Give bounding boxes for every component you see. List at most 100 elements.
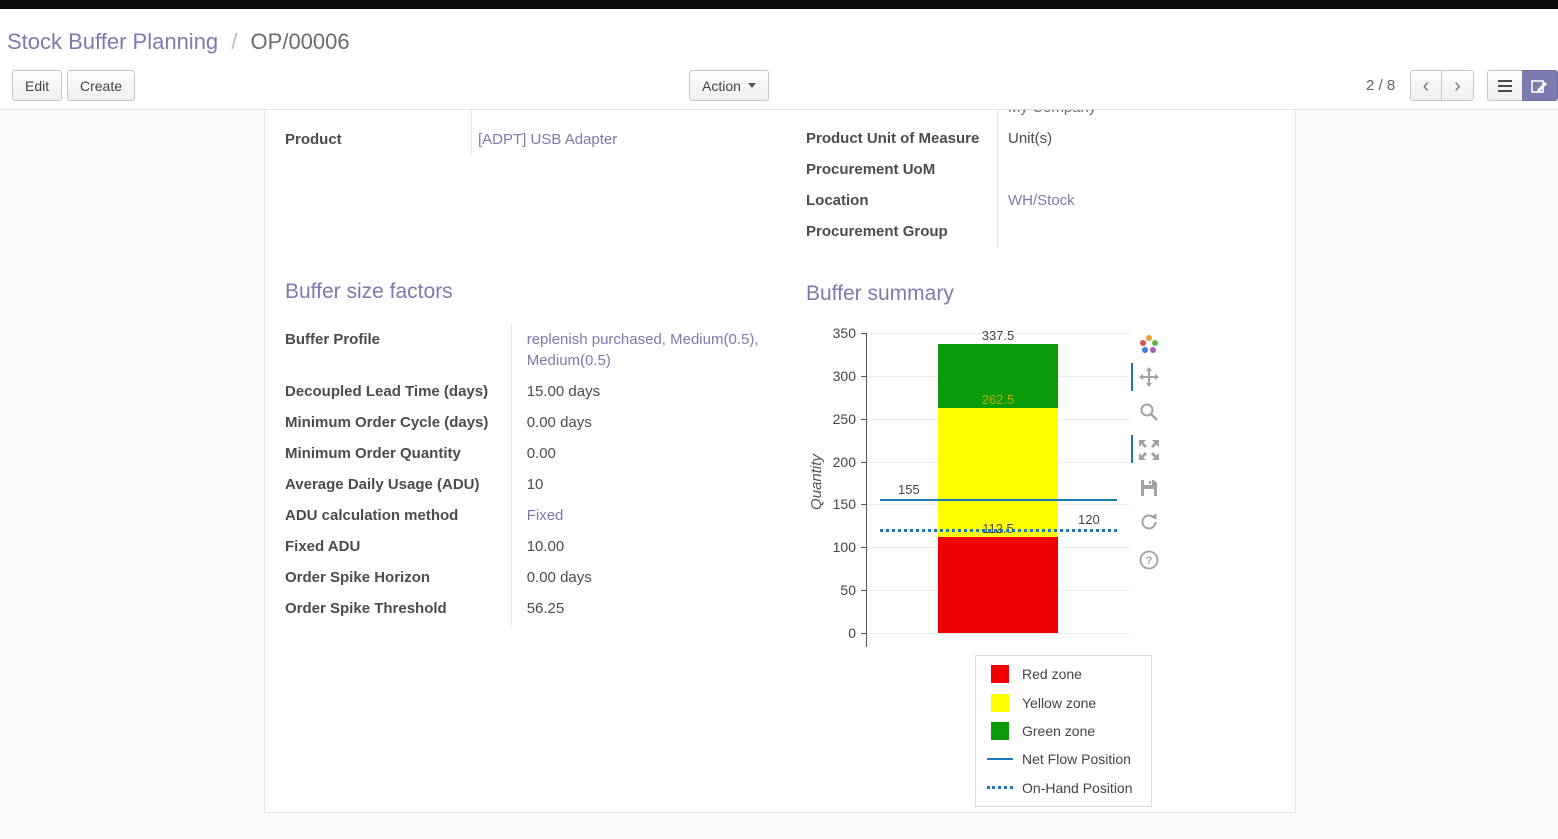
y-tick-mark — [861, 375, 866, 377]
svg-text:?: ? — [1146, 555, 1153, 567]
legend-item-red-zone[interactable]: Red zone — [986, 665, 1151, 684]
buffer-size-factors-title: Buffer size factors — [285, 280, 453, 303]
field-value-minimum-order-cycle-days: 0.00 — [526, 414, 556, 431]
on-hand-position-swatch — [987, 786, 1013, 790]
form-view-background: My Company Product [ADPT] USB Adapter Pro… — [0, 110, 1558, 839]
net-flow-position-swatch — [987, 758, 1013, 761]
legend-label: Red zone — [1022, 666, 1082, 683]
form-view-button[interactable] — [1522, 70, 1558, 101]
field-value-cell — [997, 154, 1276, 185]
green-zone-swatch-icon — [986, 721, 1014, 740]
field-value-product[interactable]: [ADPT] USB Adapter — [478, 131, 618, 148]
net-flow-position-swatch-icon — [986, 750, 1014, 768]
field-row: Product Unit of Measure Unit(s) — [806, 123, 1276, 154]
field-value-average-daily-usage-adu: 10 — [526, 476, 544, 493]
field-row: Procurement Group — [806, 216, 1276, 247]
legend-item-yellow-zone[interactable]: Yellow zone — [986, 693, 1151, 712]
list-view-button[interactable] — [1487, 70, 1523, 101]
help-icon[interactable]: ? — [1136, 547, 1162, 573]
modebar-active-indicator — [1131, 363, 1133, 391]
field-row: Minimum Order Quantity 0.00 — [285, 438, 781, 469]
plotly-logo-icon[interactable] — [1136, 331, 1162, 357]
pager-previous-button[interactable]: ‹ — [1410, 70, 1442, 101]
create-button[interactable]: Create — [67, 70, 136, 101]
field-value-cell — [997, 216, 1276, 247]
buffer-summary-title: Buffer summary — [806, 282, 954, 305]
y-axis-line — [866, 333, 867, 647]
field-label-adu-calculation-method: ADU calculation method — [285, 507, 459, 524]
field-row: Order Spike Horizon 0.00 days — [285, 562, 781, 593]
legend-label: Yellow zone — [1022, 694, 1097, 711]
chevron-left-icon: ‹ — [1422, 74, 1430, 97]
field-row: Fixed ADU 10.00 — [285, 531, 781, 562]
edit-button[interactable]: Edit — [12, 70, 63, 101]
legend-label: Green zone — [1022, 722, 1096, 739]
y-tick-label: 300 — [832, 367, 856, 384]
field-label-minimum-order-quantity: Minimum Order Quantity — [285, 445, 461, 462]
field-suffix: days — [555, 569, 592, 586]
y-gridline — [867, 633, 1130, 634]
breadcrumb-separator: / — [231, 29, 238, 54]
field-value-cell: replenish purchased, Medium(0.5), Medium… — [515, 324, 781, 376]
action-dropdown-button[interactable]: Action — [689, 70, 769, 101]
top-menu-bar — [0, 0, 1558, 9]
field-value-order-spike-horizon: 0.00 — [526, 569, 556, 586]
field-value-cell: Unit(s) — [997, 123, 1276, 154]
field-value-decoupled-lead-time-days: 15.00 — [526, 383, 565, 400]
field-label-product-unit-of-measure: Product Unit of Measure — [806, 130, 980, 147]
field-row: Product [ADPT] USB Adapter — [285, 124, 775, 155]
pan-icon[interactable] — [1136, 365, 1162, 391]
company-field-value-clipped: My Company — [1008, 110, 1096, 116]
field-label-buffer-profile: Buffer Profile — [285, 331, 381, 348]
field-row: Buffer Profile replenish purchased, Mediu… — [285, 324, 781, 376]
y-tick-label: 150 — [832, 496, 856, 513]
chevron-right-icon: › — [1454, 74, 1461, 97]
y-tick-mark — [861, 333, 866, 334]
field-row: Decoupled Lead Time (days) 15.00 days — [285, 376, 781, 407]
y-tick-label: 0 — [848, 625, 856, 641]
red-zone-swatch — [991, 665, 1009, 684]
field-value-cell: 10.00 — [515, 531, 781, 562]
field-value-adu-calculation-method[interactable]: Fixed — [526, 507, 564, 524]
save-snapshot-icon[interactable] — [1136, 475, 1162, 501]
field-value-cell: 0.00 days — [515, 562, 781, 593]
green-zone-value-label: 337.5 — [981, 327, 1015, 343]
field-label-order-spike-threshold: Order Spike Threshold — [285, 600, 447, 617]
legend-item-green-zone[interactable]: Green zone — [986, 721, 1151, 740]
field-value-cell: 0.00 days — [515, 407, 781, 438]
field-row: Location WH/Stock — [806, 185, 1276, 216]
pager-next-button[interactable]: › — [1442, 70, 1474, 101]
form-view-icon — [1530, 79, 1547, 93]
field-value-cell: 56.25 — [515, 593, 781, 624]
field-value-location[interactable]: WH/Stock — [1008, 192, 1075, 209]
field-value-cell: 15.00 days — [515, 376, 781, 407]
reset-axes-icon[interactable] — [1136, 509, 1162, 535]
y-tick-mark — [861, 547, 866, 549]
field-label-product: Product — [285, 131, 342, 148]
field-row: Order Spike Threshold 56.25 — [285, 593, 781, 624]
breadcrumb-parent-link[interactable]: Stock Buffer Planning — [7, 29, 219, 54]
red-zone-swatch-icon — [986, 665, 1014, 684]
uom-location-field-group: Product Unit of Measure Unit(s) Procuremen… — [806, 123, 1276, 247]
breadcrumb: Stock Buffer Planning / OP/00006 — [0, 9, 1558, 62]
pager-counter: 2 / 8 — [1366, 77, 1396, 94]
y-tick-label: 50 — [840, 582, 856, 599]
field-value-cell: 10 — [515, 469, 781, 500]
y-tick-label: 100 — [832, 539, 856, 556]
zoom-icon[interactable] — [1136, 399, 1162, 425]
field-value-cell: WH/Stock — [997, 185, 1276, 216]
list-view-icon — [1498, 79, 1512, 92]
autoscale-icon[interactable] — [1136, 437, 1162, 463]
field-value-order-spike-threshold: 56.25 — [526, 600, 565, 617]
yellow-zone-bar — [938, 408, 1058, 537]
legend-item-on-hand-position[interactable]: On-Hand Position — [986, 779, 1151, 797]
y-tick-label: 350 — [832, 325, 856, 341]
field-suffix: days — [564, 383, 601, 400]
legend-label: Net Flow Position — [1022, 751, 1131, 768]
legend-item-net-flow-position[interactable]: Net Flow Position — [986, 750, 1151, 768]
field-label-minimum-order-cycle-days: Minimum Order Cycle (days) — [285, 414, 489, 431]
group-divider — [997, 110, 998, 248]
buffer-summary-chart: Quantity — [806, 325, 1186, 665]
field-row: Minimum Order Cycle (days) 0.00 days — [285, 407, 781, 438]
field-value-buffer-profile[interactable]: replenish purchased, Medium(0.5), Medium… — [526, 331, 759, 369]
